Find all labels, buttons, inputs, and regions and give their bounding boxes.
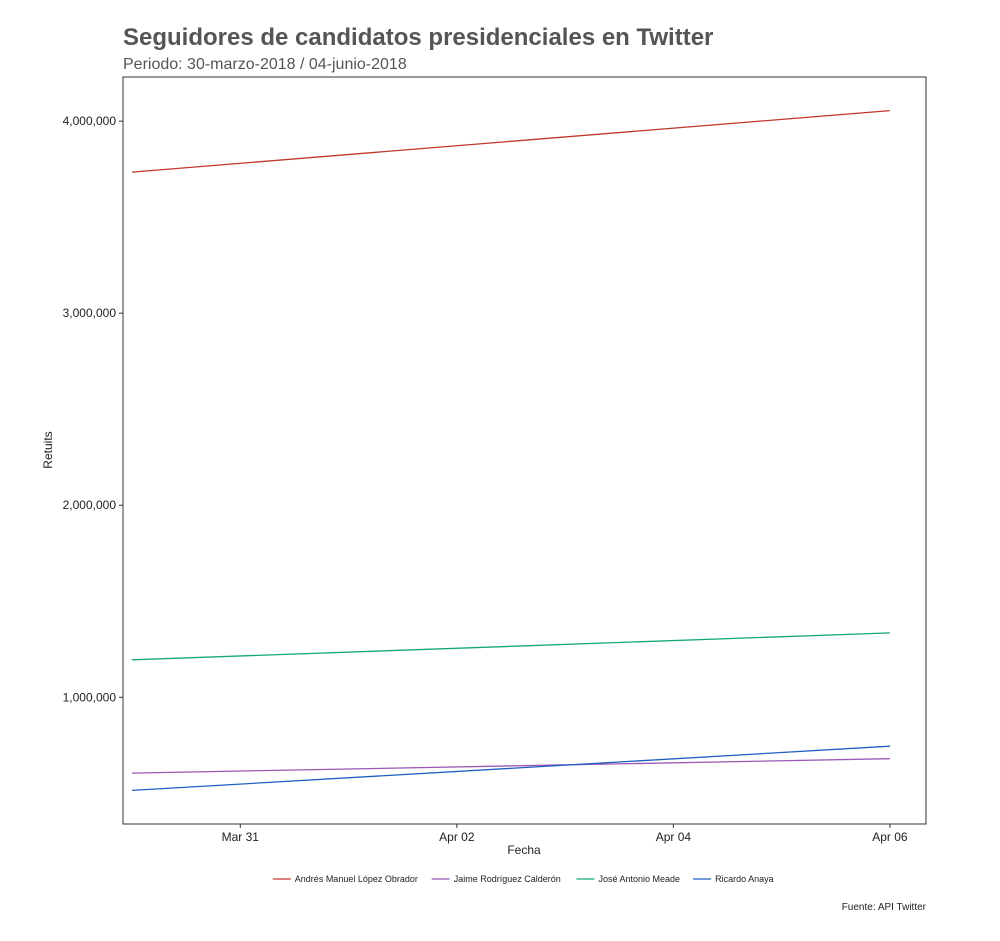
- legend-label: Ricardo Anaya: [715, 874, 774, 884]
- y-axis-label: Retuits: [41, 431, 55, 468]
- series-lines: [131, 109, 890, 792]
- legend-label: Andrés Manuel López Obrador: [295, 874, 418, 884]
- x-tick-label: Mar 31: [222, 830, 260, 844]
- legend-item: Andrés Manuel López Obrador: [272, 874, 418, 884]
- legend-item: Jaime Rodríguez Calderón: [431, 874, 561, 884]
- series-line-2: [131, 632, 890, 661]
- chart-title: Seguidores de candidatos presidenciales …: [123, 24, 713, 51]
- y-tick-label: 2,000,000: [63, 498, 117, 512]
- x-axis-label: Fecha: [507, 843, 541, 857]
- y-axis: 1,000,000 2,000,000 3,000,000 4,000,000: [63, 114, 123, 704]
- chart-caption: Fuente: API Twitter: [842, 902, 927, 913]
- chart-subtitle: Periodo: 30-marzo-2018 / 04-junio-2018: [123, 56, 407, 73]
- y-tick-label: 1,000,000: [63, 690, 117, 704]
- legend-item: José Antonio Meade: [576, 874, 681, 884]
- legend: Andrés Manuel López Obrador Jaime Rodrígu…: [272, 874, 774, 884]
- y-tick-label: 4,000,000: [63, 114, 117, 128]
- legend-label: Jaime Rodríguez Calderón: [454, 874, 561, 884]
- x-axis: Mar 31 Apr 02 Apr 04 Apr 06: [222, 824, 908, 844]
- legend-item: Ricardo Anaya: [693, 874, 774, 884]
- legend-label: José Antonio Meade: [599, 874, 681, 884]
- x-tick-label: Apr 04: [656, 830, 692, 844]
- y-tick-label: 3,000,000: [63, 306, 117, 320]
- series-line-0: [131, 109, 890, 173]
- x-tick-label: Apr 02: [439, 830, 475, 844]
- x-tick-label: Apr 06: [872, 830, 908, 844]
- series-line-3: [131, 745, 890, 792]
- plot-panel: [122, 76, 927, 825]
- series-line-1: [131, 758, 890, 774]
